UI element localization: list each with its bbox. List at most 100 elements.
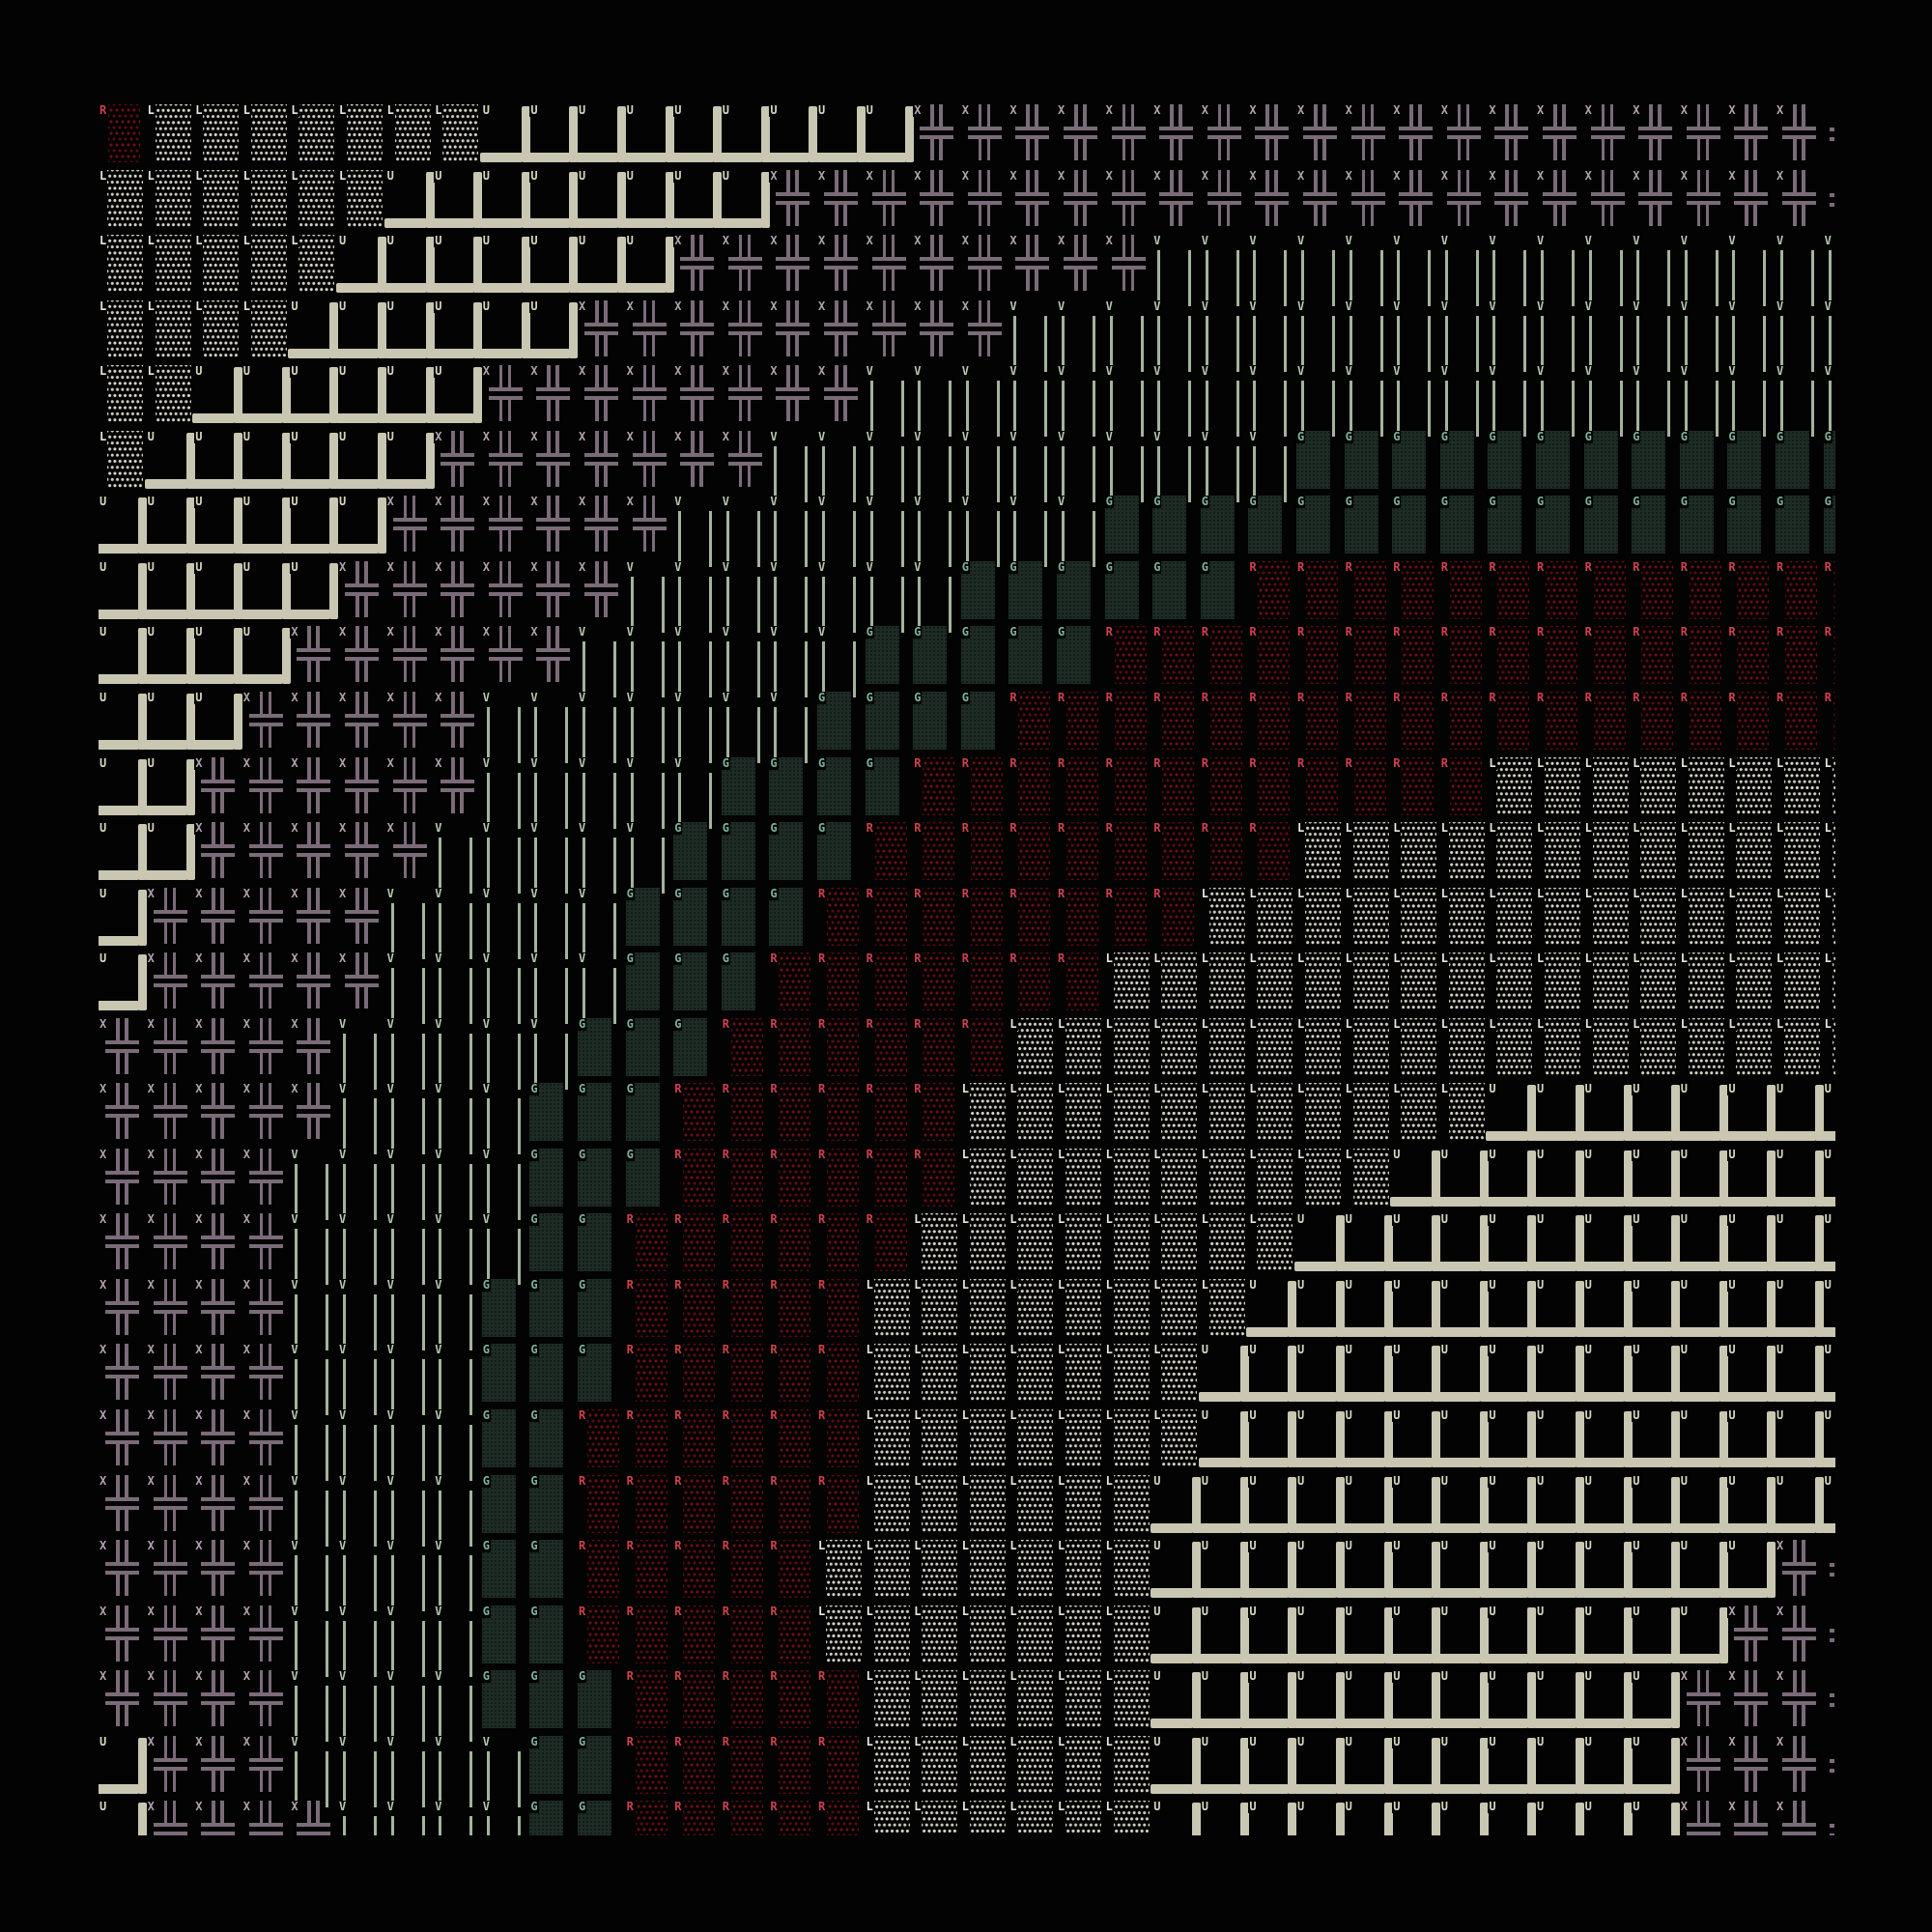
up-tee-stroke — [329, 432, 339, 489]
double-cross-stroke — [201, 975, 236, 980]
double-cross-stroke — [498, 400, 503, 422]
glyph-code: L — [1727, 952, 1737, 966]
glyph-code: R — [769, 1408, 779, 1422]
glyph-code: V — [1392, 364, 1402, 379]
double-cross-stroke — [680, 266, 715, 270]
green-block-stroke — [1104, 496, 1139, 554]
double-cross-stroke — [986, 235, 991, 258]
glyph-red-shade: R — [625, 1213, 674, 1279]
glyph-green-block: G — [1727, 430, 1776, 497]
glyph-light-shade: L — [1776, 1016, 1824, 1084]
glyph-code: G — [481, 1473, 492, 1488]
double-cross-stroke — [392, 591, 427, 596]
glyph-code: V — [385, 1082, 395, 1096]
double-cross-stroke — [172, 1213, 177, 1236]
glyph-code: L — [1152, 952, 1162, 966]
glyph-double-vertical: V — [1009, 299, 1057, 372]
glyph-green-block: G — [1057, 626, 1105, 692]
glyph-double-cross: X — [194, 1083, 242, 1149]
up-tee-stroke — [1390, 1262, 1434, 1272]
double-cross-stroke — [163, 1801, 168, 1824]
glyph-code: X — [146, 1212, 156, 1227]
glyph-up-tee: U — [527, 104, 579, 170]
glyph-red-shade: R — [1057, 952, 1105, 1018]
glyph-code: U — [1583, 1082, 1593, 1096]
double-vertical-stroke — [869, 576, 873, 633]
glyph-light-shade: L — [1200, 887, 1249, 953]
double-cross-stroke — [786, 204, 790, 226]
glyph-double-vertical: V — [578, 626, 626, 698]
double-vertical-stroke — [343, 1098, 346, 1155]
glyph-up-tee: U — [1677, 1213, 1728, 1279]
double-cross-stroke — [259, 1575, 264, 1597]
double-cross-stroke — [307, 887, 311, 910]
glyph-code: L — [913, 1473, 923, 1488]
glyph-code: X — [578, 364, 587, 379]
light-shade-stroke — [1305, 887, 1341, 946]
glyph-code: L — [1776, 1016, 1785, 1031]
up-tee-stroke — [1383, 1803, 1393, 1835]
glyph-code: L — [1104, 1016, 1114, 1031]
glyph-double-cross: X — [385, 626, 435, 692]
glyph-code: R — [817, 1016, 827, 1031]
glyph-double-vertical: V — [1009, 430, 1057, 502]
glyph-code: L — [960, 1343, 971, 1357]
glyph-double-cross: X — [290, 626, 338, 692]
glyph-double-vertical: V — [385, 1344, 435, 1416]
glyph-code: L — [1009, 1082, 1018, 1096]
red-shade-stroke — [779, 1344, 811, 1403]
glyph-code: X — [146, 1082, 156, 1096]
glyph-code: X — [1776, 1669, 1785, 1684]
glyph-light-shade: L — [1823, 822, 1835, 888]
glyph-double-cross: X — [769, 299, 817, 366]
glyph-red-shade: R — [1104, 822, 1153, 888]
double-cross-stroke — [1370, 169, 1375, 192]
light-shade-stroke — [1401, 822, 1437, 881]
double-cross-stroke — [248, 1170, 283, 1175]
glyph-code: X — [194, 1408, 204, 1422]
double-cross-stroke — [451, 725, 455, 748]
glyph-code: X — [625, 429, 635, 443]
light-shade-stroke — [1161, 1409, 1198, 1467]
glyph-up-tee: U — [1437, 1344, 1489, 1409]
double-cross-stroke — [1793, 204, 1797, 226]
glyph-code: R — [865, 952, 874, 966]
glyph-code: V — [1057, 298, 1066, 313]
glyph-green-block: G — [1392, 496, 1440, 561]
red-shade-stroke — [779, 1735, 811, 1794]
glyph-up-tee: U — [1677, 1540, 1728, 1605]
glyph-light-shade: L — [1488, 952, 1536, 1018]
glyph-code: U — [434, 234, 443, 248]
double-cross-stroke — [105, 1635, 139, 1640]
glyph-double-cross: X — [242, 1148, 291, 1214]
glyph-code: X — [242, 1473, 252, 1488]
double-cross-stroke — [403, 530, 408, 553]
double-cross-stroke — [1782, 1701, 1816, 1706]
glyph-green-block: G — [673, 822, 722, 888]
double-vertical-stroke — [630, 576, 634, 633]
glyph-code: X — [194, 1473, 204, 1488]
double-cross-stroke — [488, 387, 523, 392]
glyph-code: L — [1152, 1016, 1162, 1031]
glyph-up-tee: U — [1534, 1344, 1584, 1409]
glyph-code: U — [1152, 1539, 1162, 1553]
glyph-red-shade: R — [721, 1801, 770, 1835]
double-cross-stroke — [1696, 1801, 1701, 1824]
double-cross-stroke — [1457, 204, 1462, 226]
double-cross-stroke — [153, 1635, 187, 1640]
double-cross-stroke — [882, 299, 887, 323]
glyph-code: V — [529, 952, 539, 966]
glyph-code: R — [1823, 559, 1833, 574]
glyph-green-block: G — [1727, 496, 1776, 561]
glyph-up-tee: U — [863, 104, 914, 170]
glyph-up-tee: U — [1486, 1344, 1537, 1409]
glyph-code: R — [817, 1408, 827, 1422]
glyph-code: V — [290, 1147, 299, 1161]
red-shade-stroke — [730, 1083, 763, 1142]
glyph-code: G — [769, 755, 779, 770]
double-cross-stroke — [920, 330, 954, 335]
double-vertical-stroke — [439, 1816, 442, 1835]
double-cross-stroke — [105, 1366, 139, 1371]
glyph-code: U — [1296, 1734, 1306, 1748]
double-vertical-stroke — [709, 706, 713, 763]
